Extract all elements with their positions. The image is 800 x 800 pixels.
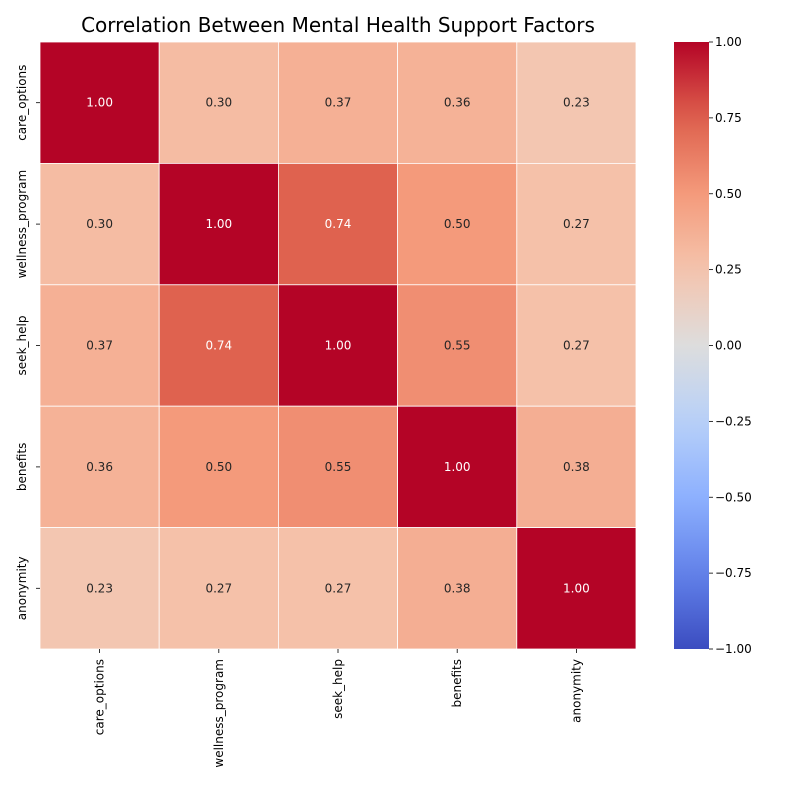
y-tick-label: wellness_program xyxy=(15,170,29,279)
colorbar-tick-label: 0.00 xyxy=(715,339,742,353)
cell-value-label: 0.37 xyxy=(86,339,113,353)
cell-value-label: 0.23 xyxy=(563,96,590,110)
cell-value-label: 0.23 xyxy=(86,581,113,595)
cell-value-label: 0.38 xyxy=(444,581,471,595)
x-tick-label: anonymity xyxy=(569,659,583,723)
heatmap-cell xyxy=(516,527,637,650)
colorbar-tick-label: −0.75 xyxy=(715,566,752,580)
heatmap-cell xyxy=(277,41,398,164)
cell-value-label: 0.55 xyxy=(325,460,352,474)
cell-value-label: 0.38 xyxy=(563,460,590,474)
heatmap-cell xyxy=(277,162,398,286)
colorbar: 1.00 0.75 0.50 0.25 0.00 −0.25 −0.50 −0.75 −1.00 xyxy=(674,35,752,656)
cell-value-label: 0.30 xyxy=(86,217,113,231)
heatmap-cell xyxy=(39,41,160,164)
cell-value-label: 0.36 xyxy=(444,96,471,110)
y-tick-label: anonymity xyxy=(15,556,29,620)
heatmap-cell xyxy=(39,527,160,650)
cell-value-label: 0.37 xyxy=(325,96,352,110)
cell-value-label: 1.00 xyxy=(444,460,471,474)
colorbar-tick-label: 0.75 xyxy=(715,111,742,125)
x-tick-label: seek_help xyxy=(331,659,345,719)
heatmap-cell xyxy=(158,41,279,164)
colorbar-tick-label: −0.50 xyxy=(715,490,752,504)
cell-value-label: 0.27 xyxy=(563,339,590,353)
colorbar-tick-label: 0.25 xyxy=(715,263,742,277)
cell-value-label: 1.00 xyxy=(205,217,232,231)
cell-value-label: 0.74 xyxy=(325,217,352,231)
heatmap-cell xyxy=(516,405,637,529)
colorbar-gradient xyxy=(674,42,709,649)
heatmap-cell xyxy=(397,405,518,529)
heatmap-cells: 1.00 0.30 0.37 0.36 0.23 0.30 1.00 0.74 0.50 0.27… xyxy=(39,41,637,650)
heatmap-cell xyxy=(158,405,279,529)
cell-value-label: 0.50 xyxy=(444,217,471,231)
heatmap-cell xyxy=(516,41,637,164)
cell-value-label: 1.00 xyxy=(325,339,352,353)
x-tick-label: wellness_program xyxy=(212,659,226,768)
heatmap-cell xyxy=(277,527,398,650)
cell-value-label: 0.30 xyxy=(205,96,232,110)
cell-value-label: 0.50 xyxy=(205,460,232,474)
colorbar-tick-label: −0.25 xyxy=(715,414,752,428)
cell-value-label: 1.00 xyxy=(86,96,113,110)
heatmap-cell xyxy=(277,284,398,407)
y-tick-label: care_options xyxy=(15,65,29,141)
colorbar-tick-label: −1.00 xyxy=(715,642,752,656)
heatmap-cell xyxy=(158,162,279,286)
x-tick-label: care_options xyxy=(93,659,107,735)
cell-value-label: 0.36 xyxy=(86,460,113,474)
cell-value-label: 0.27 xyxy=(205,581,232,595)
colorbar-tick-label: 0.50 xyxy=(715,187,742,201)
heatmap-cell xyxy=(158,284,279,407)
chart-title: Correlation Between Mental Health Suppor… xyxy=(81,13,595,37)
cell-value-label: 0.74 xyxy=(205,339,232,353)
heatmap-cell xyxy=(397,41,518,164)
colorbar-tick-label: 1.00 xyxy=(715,35,742,49)
heatmap-cell xyxy=(397,284,518,407)
heatmap-cell xyxy=(277,405,398,529)
cell-value-label: 0.27 xyxy=(325,581,352,595)
heatmap-cell xyxy=(158,527,279,650)
cell-value-label: 0.27 xyxy=(563,217,590,231)
x-tick-label: benefits xyxy=(450,659,464,708)
cell-value-label: 1.00 xyxy=(563,581,590,595)
cell-value-label: 0.55 xyxy=(444,339,471,353)
y-tick-label: seek_help xyxy=(15,316,29,376)
heatmap-cell xyxy=(39,162,160,286)
y-tick-label: benefits xyxy=(15,443,29,492)
heatmap-cell xyxy=(516,162,637,286)
heatmap-cell xyxy=(516,284,637,407)
x-axis: care_options wellness_program seek_help ben… xyxy=(93,649,583,768)
y-axis: care_options wellness_program seek_helpben… xyxy=(15,65,40,620)
